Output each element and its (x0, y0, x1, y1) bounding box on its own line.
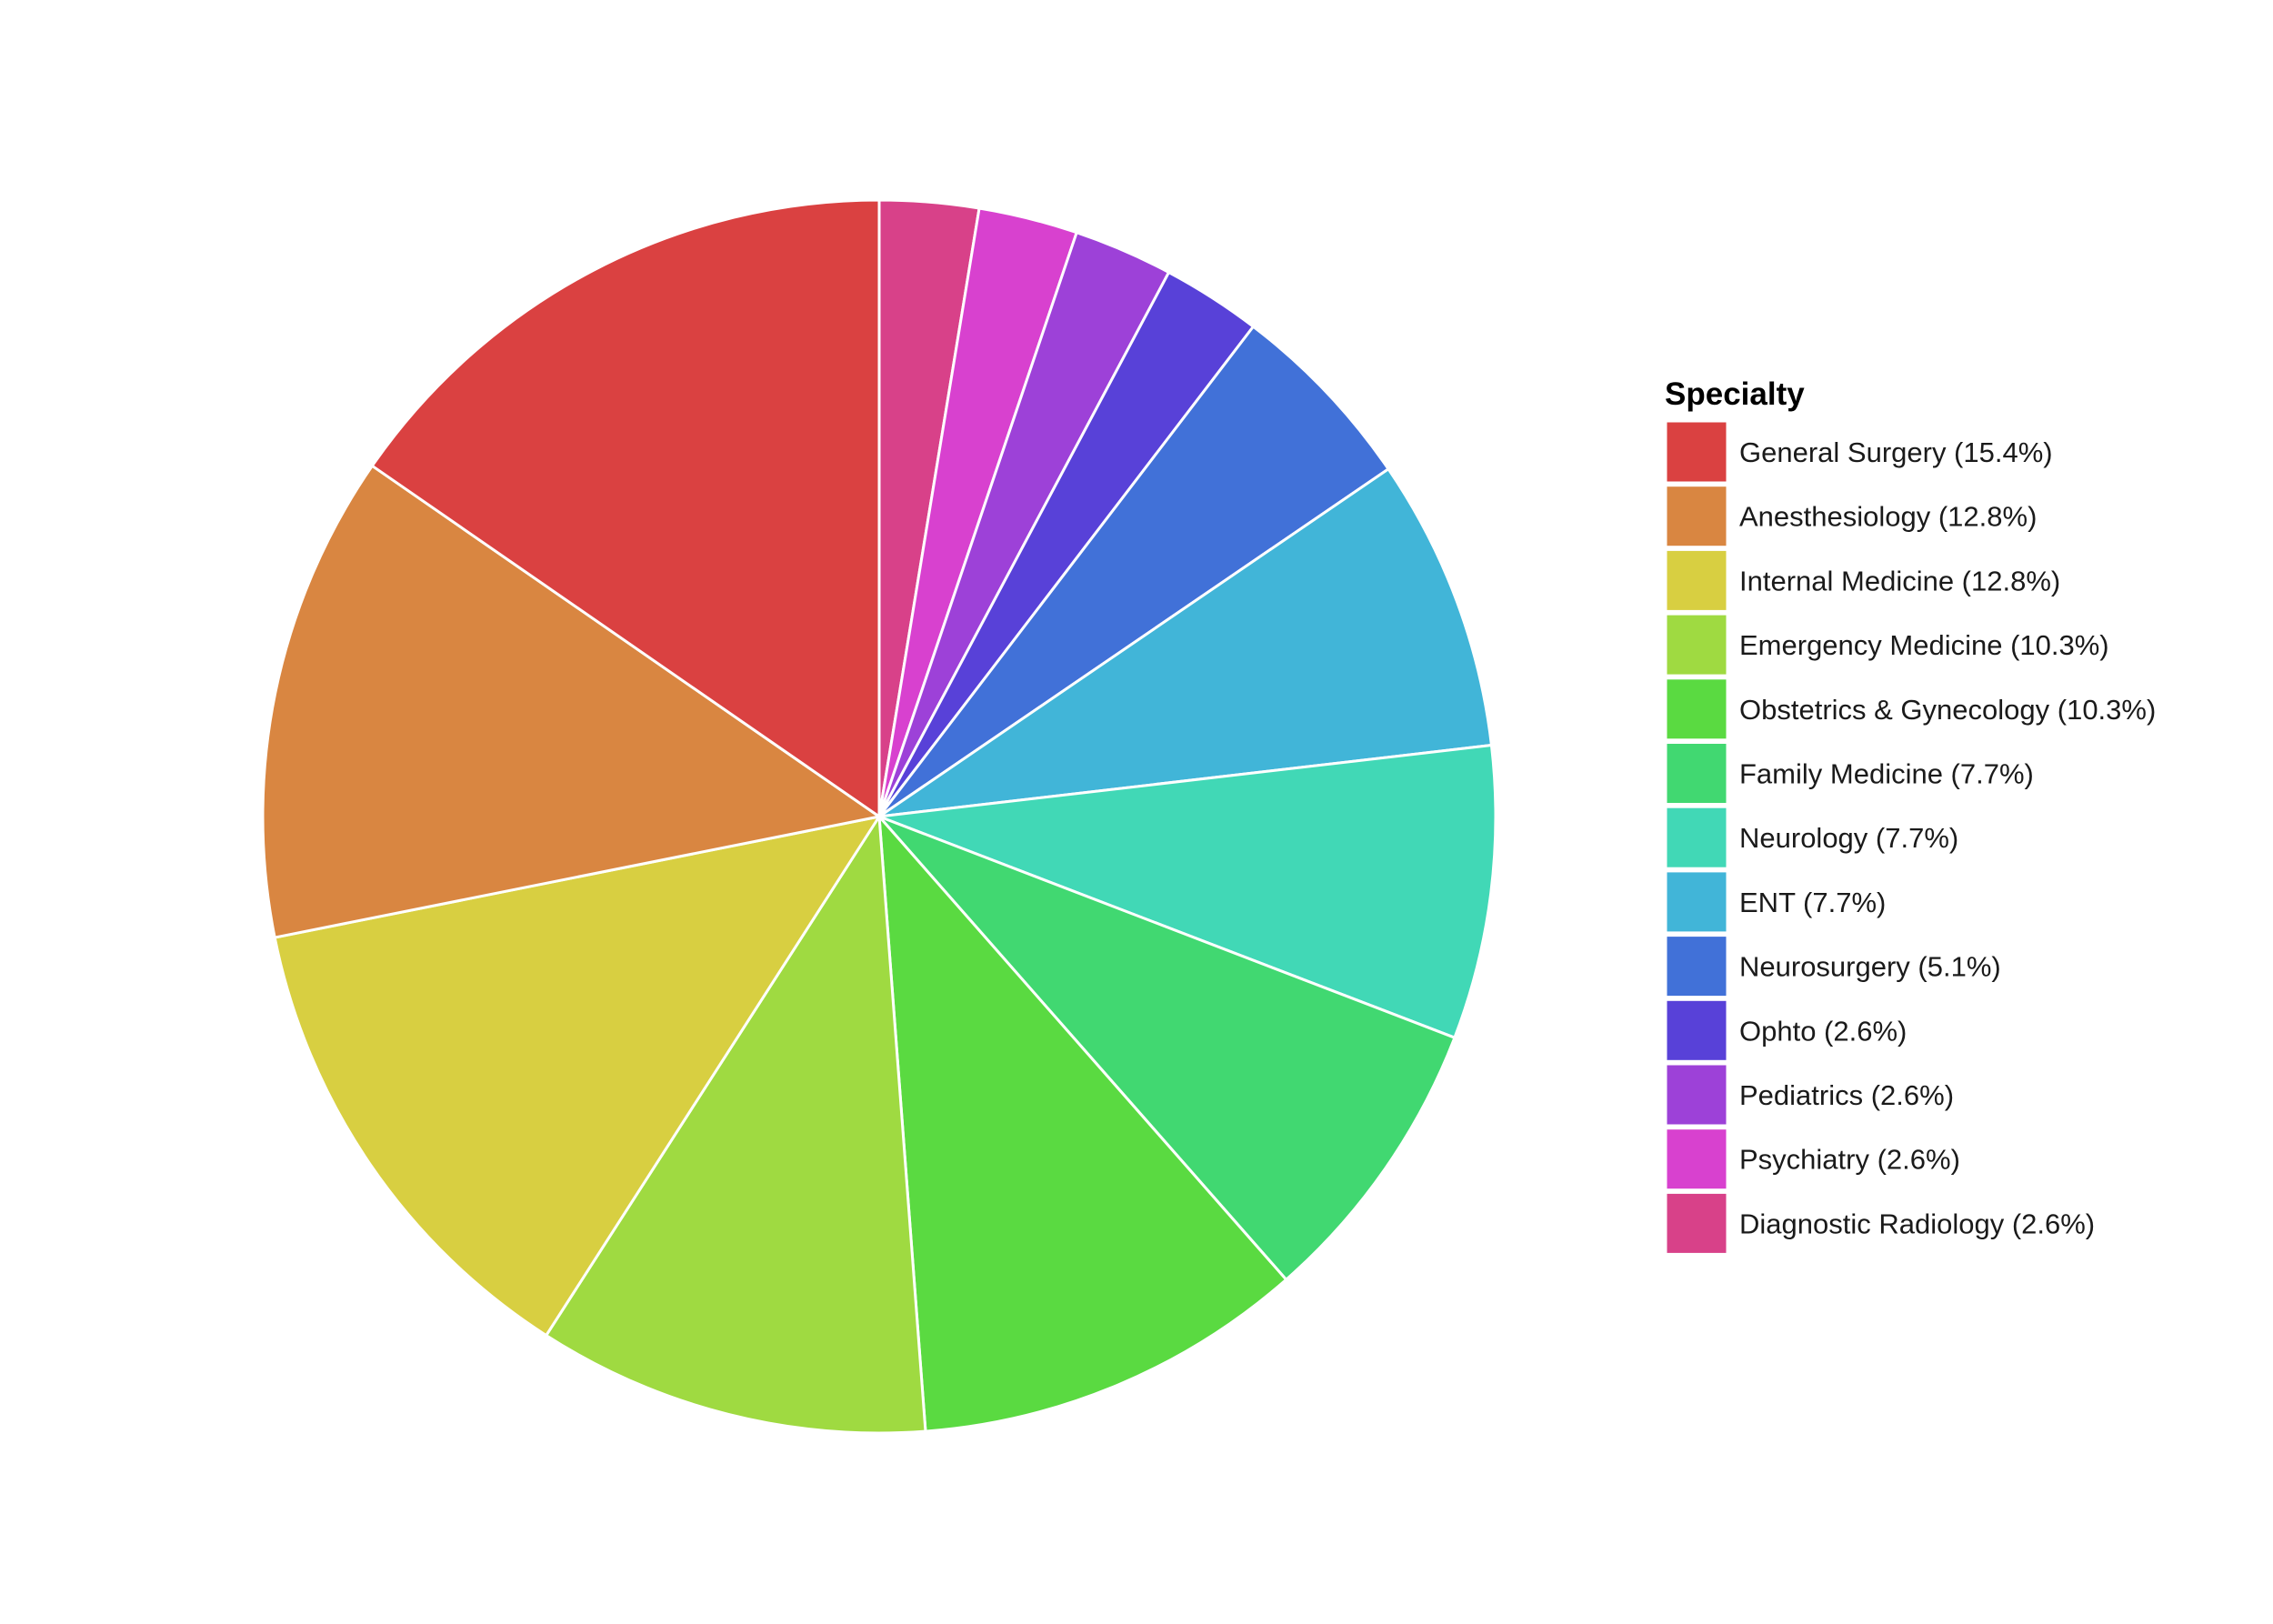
pie-slice-neurosurgery (877, 325, 1390, 818)
legend-swatch (1664, 484, 1729, 549)
legend-swatch (1664, 934, 1729, 999)
legend-swatch (1664, 677, 1729, 742)
legend-swatch (1664, 805, 1729, 870)
legend-item-pediatrics: Pediatrics (2.6%) (1664, 1062, 1954, 1128)
legend-label: Psychiatry (2.6%) (1739, 1144, 1960, 1176)
legend-item-ophto: Ophto (2.6%) (1664, 997, 1907, 1063)
legend: Specialty General Surgery (15.4%) Anesthe… (1664, 376, 2156, 1256)
pie-slice-general-surgery (370, 198, 881, 818)
pie-slice-internal-medicine (273, 815, 881, 1338)
legend-item-ent: ENT (7.7%) (1664, 869, 1886, 935)
legend-item-general-surgery: General Surgery (15.4%) (1664, 419, 2053, 485)
legend-label: Neurosurgery (5.1%) (1739, 951, 2001, 983)
legend-item-neurology: Neurology (7.7%) (1664, 805, 1958, 870)
legend-label: Anesthesiology (12.8%) (1739, 501, 2037, 533)
legend-swatch (1664, 869, 1729, 935)
legend-label: General Surgery (15.4%) (1739, 436, 2053, 468)
legend-item-neurosurgery: Neurosurgery (5.1%) (1664, 934, 2001, 999)
legend-swatch (1664, 419, 1729, 485)
pie-slices (261, 198, 1497, 1435)
legend-swatch (1664, 1127, 1729, 1192)
legend-label: ENT (7.7%) (1739, 887, 1886, 918)
legend-item-obstetrics-and-gynecology: Obstetrics & Gynecology (10.3%) (1664, 677, 2156, 742)
legend-swatch (1664, 1062, 1729, 1128)
pie-slice-family-medicine (877, 815, 1457, 1281)
legend-label: Emergency Medicine (10.3%) (1739, 629, 2109, 661)
legend-items: General Surgery (15.4%) Anesthesiology (1… (1664, 419, 2156, 1256)
legend-item-internal-medicine: Internal Medicine (12.8%) (1664, 547, 2060, 613)
legend-label: Pediatrics (2.6%) (1739, 1079, 1954, 1111)
legend-swatch (1664, 612, 1729, 677)
legend-label: Neurology (7.7%) (1739, 822, 1958, 854)
legend-label: Diagnostic Radiology (2.6%) (1739, 1208, 2095, 1239)
legend-item-anesthesiology: Anesthesiology (12.8%) (1664, 484, 2037, 549)
legend-swatch (1664, 741, 1729, 806)
legend-label: Ophto (2.6%) (1739, 1015, 1907, 1047)
legend-title: Specialty (1665, 376, 1805, 412)
legend-item-emergency-medicine: Emergency Medicine (10.3%) (1664, 612, 2109, 677)
pie-slice-anesthesiology (261, 464, 881, 939)
legend-item-family-medicine: Family Medicine (7.7%) (1664, 741, 2034, 806)
legend-swatch (1664, 1190, 1729, 1256)
legend-label: Obstetrics & Gynecology (10.3%) (1739, 694, 2156, 726)
legend-swatch (1664, 997, 1729, 1063)
legend-label: Family Medicine (7.7%) (1739, 758, 2034, 790)
legend-item-diagnostic-radiology: Diagnostic Radiology (2.6%) (1664, 1190, 2095, 1256)
pie-slice-obstetrics-and-gynecology (877, 815, 1288, 1433)
legend-item-psychiatry: Psychiatry (2.6%) (1664, 1127, 1960, 1192)
legend-swatch (1664, 547, 1729, 613)
pie-slice-ent (877, 467, 1493, 818)
pie-slice-neurology (877, 744, 1497, 1039)
pie-slice-emergency-medicine (545, 815, 927, 1435)
legend-label: Internal Medicine (12.8%) (1739, 565, 2060, 596)
